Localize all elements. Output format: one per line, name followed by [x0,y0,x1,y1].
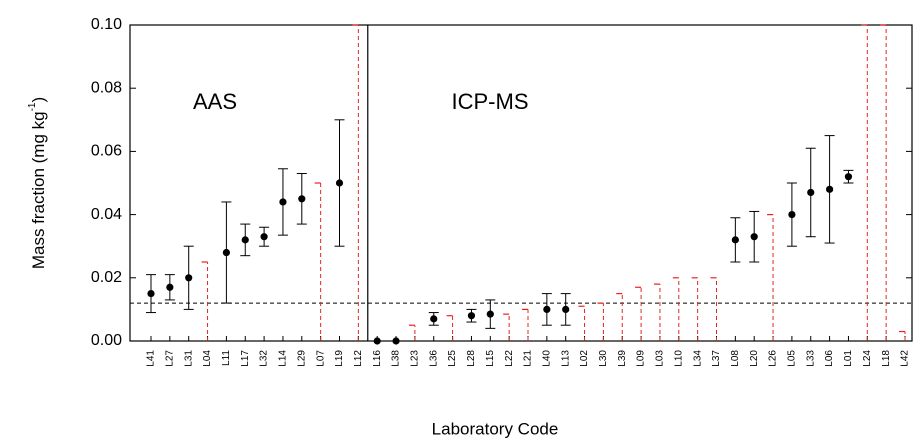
x-tick-label: L20 [749,350,760,367]
x-tick-label: L34 [692,350,703,367]
x-tick-label: L17 [240,350,251,367]
data-point [844,173,853,181]
data-point [807,188,815,197]
x-tick-label: L28 [466,350,477,367]
y-label-sup: -1 [27,102,38,111]
x-tick-label: L30 [598,350,609,367]
data-point [166,283,174,291]
data-point [222,248,230,257]
x-tick-label: L18 [881,350,892,367]
y-tick-label: 0.08 [91,79,122,96]
y-tick-label: 0.06 [91,143,122,160]
x-tick-label: L12 [353,350,364,367]
x-tick-label: L23 [410,350,421,367]
data-point [279,198,287,206]
x-tick-label: L07 [315,350,326,367]
x-tick-label: L37 [711,350,722,367]
y-tick-label: 0.02 [91,269,122,286]
x-tick-label: L11 [221,350,232,366]
x-tick-label: L02 [579,350,590,367]
x-tick-label: L24 [862,350,873,367]
x-tick-label: L31 [183,350,194,367]
x-tick-label: L40 [541,350,552,367]
x-tick-label: L22 [504,350,515,367]
data-point [185,274,193,282]
data-point [562,305,570,313]
x-tick-label: L21 [523,350,534,367]
x-tick-label: L33 [805,350,816,367]
x-tick-label: L19 [334,350,345,367]
x-tick-label: L25 [447,350,458,367]
x-tick-label: L29 [296,350,307,367]
x-tick-label: L06 [824,350,835,367]
x-tick-label: L01 [843,350,854,367]
y-tick-label: 0.00 [91,332,122,349]
y-tick-label: 0.10 [91,16,122,33]
data-point [826,185,834,193]
y-axis-label: Mass fraction (mg kg-1) [27,97,49,269]
data-point [298,195,306,203]
data-point [147,290,155,298]
x-tick-label: L38 [391,350,402,367]
y-tick-label: 0.04 [91,206,122,223]
data-point [430,315,438,323]
data-point [392,337,400,345]
x-tick-label: L36 [428,350,439,367]
x-tick-label: L42 [900,350,911,367]
x-tick-label: L15 [485,350,496,367]
data-point [373,337,381,345]
group-label: ICP-MS [452,89,529,114]
x-tick-label: L14 [278,350,289,367]
x-tick-label: L27 [164,350,175,367]
data-point [260,233,268,241]
data-point [788,211,796,219]
x-tick-label: L05 [787,350,798,367]
data-point [335,179,344,187]
y-label-main: Mass fraction (mg kg [29,111,48,269]
x-tick-label: L16 [372,350,383,367]
x-tick-label: L39 [617,350,628,367]
x-tick-label: L09 [636,350,647,367]
x-tick-label: L41 [146,350,157,367]
data-point [750,233,758,241]
data-point [543,305,551,313]
x-tick-label: L08 [730,350,741,367]
x-tick-label: L32 [259,350,270,367]
data-point [486,310,494,318]
data-point [731,236,739,244]
group-label: AAS [193,89,237,114]
x-tick-label: L13 [560,350,571,367]
plot-frame [129,24,913,342]
x-axis-label: Laboratory Code [432,419,559,438]
x-tick-label: L10 [673,350,684,367]
x-tick-label: L04 [202,350,213,367]
data-point [241,236,249,244]
x-tick-label: L03 [655,350,666,367]
y-label-end: ) [29,97,48,103]
x-tick-label: L26 [768,350,779,367]
data-point [467,312,476,320]
